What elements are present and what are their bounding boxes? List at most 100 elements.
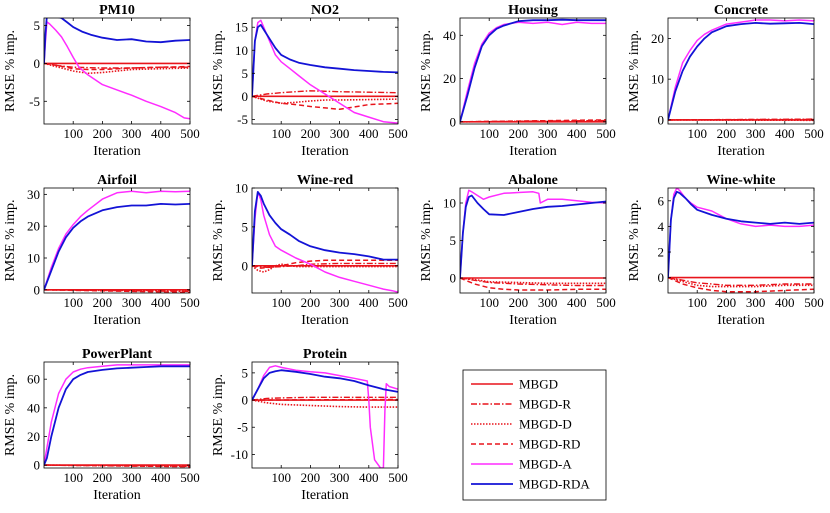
x-tick-label: 400: [151, 470, 171, 485]
series-group: [44, 18, 190, 120]
y-tick-label: 5: [242, 365, 249, 380]
x-tick-label: 300: [122, 470, 142, 485]
x-tick-label: 300: [330, 470, 350, 485]
x-tick-label: 200: [509, 126, 529, 141]
series-line-mbgd-d: [252, 263, 398, 273]
y-tick-label: 2: [658, 245, 665, 260]
chart-title: Wine-white: [707, 173, 776, 188]
y-tick-label: -10: [231, 447, 248, 462]
series-line-mbgd-rd: [460, 119, 606, 123]
x-tick-label: 400: [151, 295, 171, 310]
y-tick-label: 30: [27, 187, 40, 202]
x-tick-label: 500: [804, 295, 824, 310]
panel-wine-white: 100 200 300 400 500 0 2 4 6 Wine-white Iteration RM…: [627, 173, 824, 328]
series-line-mbgd-a: [460, 21, 606, 122]
x-axis-label: Iteration: [93, 144, 140, 159]
series-line-mbgd-a: [460, 189, 606, 279]
x-axis-label: Iteration: [717, 313, 764, 328]
series-line-mbgd-a: [44, 190, 190, 291]
series-line-mbgd-rda: [44, 18, 190, 64]
y-tick-label: 10: [443, 196, 456, 211]
legend-label-mbgd-rd: MBGD-RD: [519, 437, 580, 452]
series-line-mbgd-rda: [460, 18, 606, 123]
y-tick-label: 10: [235, 43, 248, 58]
y-tick-label: 6: [658, 193, 665, 208]
y-tick-label: 0: [658, 270, 665, 285]
y-tick-label: 5: [242, 66, 249, 81]
y-tick-label: 15: [235, 20, 248, 35]
series-line-mbgd-r: [668, 276, 814, 286]
x-tick-label: 400: [359, 126, 379, 141]
x-tick-label: 200: [93, 295, 113, 310]
y-tick-label: 5: [242, 219, 249, 234]
x-axis-label: Iteration: [93, 313, 140, 328]
y-tick-label: 20: [27, 219, 40, 234]
x-tick-label: 400: [775, 126, 795, 141]
y-axis-label: RMSE % imp.: [419, 30, 434, 112]
y-axis-label: RMSE % imp.: [3, 374, 18, 456]
y-tick-label: 0: [34, 56, 41, 71]
series-line-mbgd-a: [44, 364, 190, 466]
chart-title: Abalone: [508, 173, 558, 188]
y-axis-label: RMSE % imp.: [419, 199, 434, 281]
series-group: [44, 364, 190, 468]
x-tick-label: 200: [301, 295, 321, 310]
x-tick-label: 500: [180, 295, 200, 310]
x-tick-label: 300: [122, 295, 142, 310]
series-line-mbgd-rd: [44, 289, 190, 293]
x-tick-label: 100: [479, 295, 499, 310]
y-tick-label: 40: [443, 28, 456, 43]
y-axis-label: RMSE % imp.: [627, 30, 642, 112]
y-tick-label: 40: [27, 400, 40, 415]
series-line-mbgd-rda: [252, 369, 398, 401]
chart-title: PowerPlant: [82, 347, 152, 362]
panel-no2: 100 200 300 400 500 -5 0 5 10 15 NO2 Iteration RMSE …: [211, 3, 408, 159]
series-line-mbgd-d: [668, 276, 814, 288]
chart-title: Airfoil: [97, 173, 137, 188]
x-tick-label: 100: [63, 295, 83, 310]
x-tick-label: 400: [567, 126, 587, 141]
x-tick-label: 500: [180, 470, 200, 485]
x-axis-label: Iteration: [509, 144, 556, 159]
y-tick-label: 60: [27, 372, 40, 387]
y-tick-label: 0: [242, 393, 249, 408]
x-tick-label: 100: [63, 126, 83, 141]
series-group: [668, 188, 814, 293]
axes-box: [251, 17, 399, 125]
y-axis-label: RMSE % imp.: [211, 199, 226, 281]
y-tick-label: 4: [658, 219, 665, 234]
legend-box: [462, 369, 607, 501]
panel-pm10: 100 200 300 400 500 -5 0 5 PM10 Iteration RMSE % i…: [3, 3, 200, 159]
x-tick-label: 300: [538, 295, 558, 310]
x-tick-label: 500: [804, 126, 824, 141]
axes-box: [43, 187, 191, 294]
x-tick-label: 100: [479, 126, 499, 141]
x-tick-label: 200: [301, 126, 321, 141]
y-tick-label: 10: [651, 72, 664, 87]
y-axis-label: RMSE % imp.: [3, 199, 18, 281]
series-line-mbgd-r: [252, 90, 398, 97]
panel-concrete: 100 200 300 400 500 0 10 20 Concrete Iteration RMS…: [627, 3, 824, 159]
series-line-mbgd-r: [44, 62, 190, 69]
series-line-mbgd-a: [668, 188, 814, 278]
axes-box: [667, 17, 815, 125]
y-tick-label: 10: [27, 251, 40, 266]
x-axis-label: Iteration: [509, 313, 556, 328]
series-group: [44, 190, 190, 293]
x-tick-label: 500: [388, 470, 408, 485]
x-tick-label: 100: [687, 126, 707, 141]
x-tick-label: 400: [151, 126, 171, 141]
legend-label-mbgd-rda: MBGD-RDA: [519, 477, 590, 492]
panel-abalone: 100 200 300 400 500 0 5 10 Abalone Iteration RMSE …: [419, 173, 616, 328]
legend: MBGD MBGD-R MBGD-D MBGD-RD MBGD-A MBGD-RDA: [462, 369, 607, 501]
series-line-mbgd-rd: [252, 398, 398, 401]
series-line-mbgd-rda: [44, 202, 190, 291]
panel-housing: 100 200 300 400 500 0 20 40 Housing Iteration RMSE…: [419, 3, 616, 159]
axes-box: [43, 17, 191, 125]
legend-label-mbgd-d: MBGD-D: [519, 417, 572, 432]
x-tick-label: 300: [538, 126, 558, 141]
x-tick-label: 400: [359, 470, 379, 485]
panel-powerplant: 100 200 300 400 500 0 20 40 60 PowerPlant Iteratio…: [3, 347, 200, 503]
x-axis-label: Iteration: [301, 488, 348, 503]
